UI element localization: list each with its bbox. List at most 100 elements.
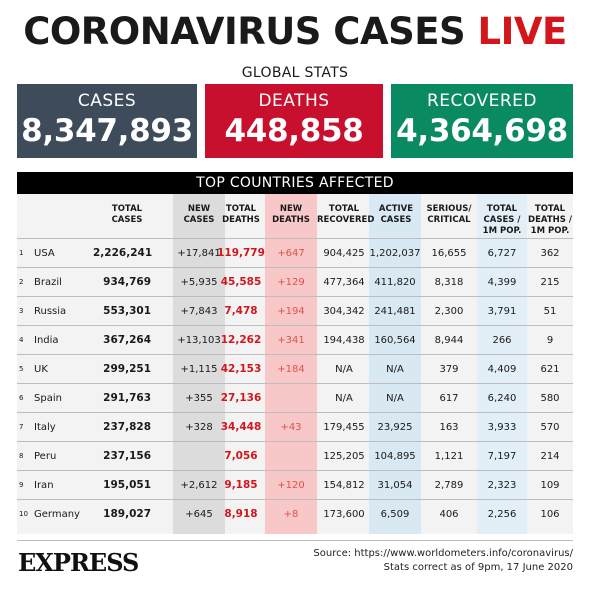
cell-deaths-1m: 106	[540, 509, 560, 520]
cell-total-recovered: 304,342	[323, 306, 365, 317]
cell-active-cases: N/A	[386, 393, 404, 404]
cell-new-deaths: +43	[280, 422, 302, 433]
cell-new-deaths: +120	[277, 480, 305, 491]
cell-new-deaths: +647	[277, 248, 305, 259]
cell-new-deaths: +184	[277, 364, 305, 375]
cell-total-cases: 291,763	[103, 392, 151, 404]
cell-total-cases: 237,828	[103, 421, 151, 433]
cell-new-cases: +13,103	[177, 335, 221, 346]
cell-cases-1m: 2,256	[487, 509, 517, 520]
cell-rank: 9	[19, 481, 24, 489]
cell-new-cases: +328	[185, 422, 213, 433]
express-logo: EXPRESS	[18, 548, 139, 577]
table-row: 10 Germany 189,027 +645 8,918 +8 173,600 6,509 4…	[17, 499, 573, 528]
cell-serious: 617	[439, 393, 459, 404]
cell-active-cases: 241,481	[374, 306, 416, 317]
cell-total-recovered: 194,438	[323, 335, 365, 346]
cell-new-cases: +7,843	[180, 306, 218, 317]
table-row: 7 Italy 237,828 +328 34,448 +43 179,455 23,925 1…	[17, 412, 573, 441]
cell-total-deaths: 27,136	[220, 392, 262, 404]
cell-active-cases: 104,895	[374, 451, 416, 462]
cell-cases-1m: 4,409	[487, 364, 517, 375]
cell-country: Russia	[34, 306, 67, 317]
cell-serious: 8,944	[434, 335, 464, 346]
headline-main: CORONAVIRUS CASES	[23, 10, 466, 53]
cell-new-deaths: +341	[277, 335, 305, 346]
header-total-cases: TOTAL CASES	[111, 204, 143, 225]
cell-active-cases: 6,509	[380, 509, 410, 520]
cell-total-recovered: 173,600	[323, 509, 365, 520]
cell-country: India	[34, 335, 59, 346]
cell-new-deaths	[265, 384, 317, 413]
cell-active-cases: 411,820	[374, 277, 416, 288]
cell-country: Peru	[34, 451, 57, 462]
cell-total-recovered: 154,812	[323, 480, 365, 491]
table-row: 4 India 367,264 +13,103 12,262 +341 194,438 160…	[17, 325, 573, 354]
cell-deaths-1m: 51	[543, 306, 557, 317]
cell-deaths-1m: 362	[540, 248, 560, 259]
cell-total-recovered: 904,425	[323, 248, 365, 259]
cell-deaths-1m: 215	[540, 277, 560, 288]
deaths-label: DEATHS	[258, 91, 330, 111]
cell-new-cases: +17,841	[177, 248, 221, 259]
table-row: 1 USA 2,226,241 +17,841 119,779 +647 904,425 1,…	[17, 238, 573, 267]
table-row: 3 Russia 553,301 +7,843 7,478 +194 304,342 241,…	[17, 296, 573, 325]
cell-rank: 6	[19, 394, 24, 402]
table-row: 8 Peru 237,156 7,056 125,205 104,895 1,121 7,19…	[17, 441, 573, 470]
cell-country: Spain	[34, 393, 62, 404]
cases-box: CASES 8,347,893	[17, 84, 197, 158]
cell-total-cases: 189,027	[103, 508, 151, 520]
cell-cases-1m: 266	[492, 335, 512, 346]
cell-deaths-1m: 580	[540, 393, 560, 404]
cell-cases-1m: 7,197	[487, 451, 517, 462]
source-text: Source: https://www.worldometers.info/co…	[313, 548, 573, 559]
cell-total-recovered: 125,205	[323, 451, 365, 462]
cell-serious: 16,655	[431, 248, 467, 259]
countries-table: TOP COUNTRIES AFFECTED TOTAL CASES NEW C…	[17, 172, 573, 534]
cell-new-deaths: +194	[277, 306, 305, 317]
cell-total-cases: 237,156	[103, 450, 151, 462]
cell-country: UK	[34, 364, 48, 375]
new-cases-column-bg	[173, 194, 225, 534]
cell-total-cases: 934,769	[103, 276, 151, 288]
cases-value: 8,347,893	[21, 113, 193, 149]
cell-cases-1m: 3,791	[487, 306, 517, 317]
cell-serious: 2,789	[434, 480, 464, 491]
cell-total-deaths: 119,779	[217, 247, 265, 259]
cell-active-cases: 31,054	[377, 480, 413, 491]
cell-total-deaths: 12,262	[220, 334, 262, 346]
header-serious: SERIOUS/ CRITICAL	[426, 204, 472, 225]
cell-country: Brazil	[34, 277, 62, 288]
cell-new-cases: +1,115	[180, 364, 218, 375]
cell-total-cases: 299,251	[103, 363, 151, 375]
cell-cases-1m: 2,323	[487, 480, 517, 491]
cell-rank: 4	[19, 336, 24, 344]
cell-active-cases: 1,202,037	[369, 248, 421, 259]
cell-cases-1m: 3,933	[487, 422, 517, 433]
cell-new-deaths: +129	[277, 277, 305, 288]
cell-total-deaths: 42,153	[220, 363, 262, 375]
cell-total-cases: 553,301	[103, 305, 151, 317]
cell-total-deaths: 34,448	[220, 421, 262, 433]
cell-active-cases: 160,564	[374, 335, 416, 346]
cell-serious: 8,318	[434, 277, 464, 288]
new-deaths-column-bg	[265, 194, 317, 534]
table-row: 5 UK 299,251 +1,115 42,153 +184 N/A N/A 379 4,409…	[17, 354, 573, 383]
deaths-box: DEATHS 448,858	[205, 84, 383, 158]
table-row: 9 Iran 195,051 +2,612 9,185 +120 154,812 31,054…	[17, 470, 573, 499]
cell-total-deaths: 45,585	[220, 276, 262, 288]
headline-live: LIVE	[477, 10, 568, 53]
cell-country: Iran	[34, 480, 54, 491]
cell-active-cases: 23,925	[377, 422, 413, 433]
recovered-box: RECOVERED 4,364,698	[391, 84, 573, 158]
cell-serious: 406	[439, 509, 459, 520]
cell-country: Italy	[34, 422, 56, 433]
header-active-cases: ACTIVE CASES	[378, 204, 414, 225]
cell-total-recovered: N/A	[335, 393, 353, 404]
cell-serious: 2,300	[434, 306, 464, 317]
cell-total-recovered: 179,455	[323, 422, 365, 433]
global-stats-label: GLOBAL STATS	[241, 65, 349, 81]
cases-1m-column-bg	[477, 194, 527, 534]
table-row: 2 Brazil 934,769 +5,935 45,585 +129 477,364 411…	[17, 267, 573, 296]
cell-new-cases: +2,612	[180, 480, 218, 491]
